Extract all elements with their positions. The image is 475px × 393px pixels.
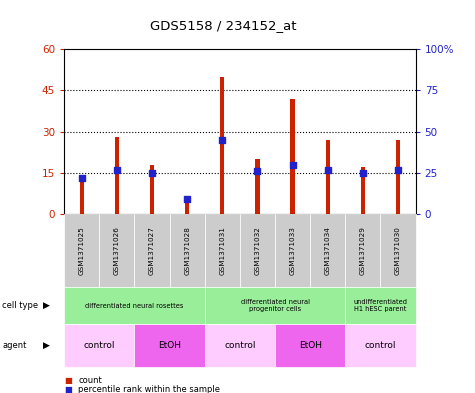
Bar <box>326 140 330 214</box>
Point <box>183 196 191 202</box>
Point <box>359 170 367 176</box>
Text: GSM1371033: GSM1371033 <box>290 226 295 275</box>
Text: undifferentiated
H1 hESC parent: undifferentiated H1 hESC parent <box>353 299 408 312</box>
Point <box>218 137 226 143</box>
Text: GDS5158 / 234152_at: GDS5158 / 234152_at <box>150 19 296 32</box>
Bar <box>150 165 154 214</box>
Text: percentile rank within the sample: percentile rank within the sample <box>78 385 220 393</box>
Point <box>289 162 296 168</box>
Text: ■: ■ <box>64 385 72 393</box>
Point <box>394 167 402 173</box>
Text: agent: agent <box>2 342 27 350</box>
Text: GSM1371028: GSM1371028 <box>184 226 190 275</box>
Text: GSM1371027: GSM1371027 <box>149 226 155 275</box>
Text: EtOH: EtOH <box>299 342 322 350</box>
Bar <box>185 203 189 214</box>
Text: EtOH: EtOH <box>158 342 181 350</box>
Text: GSM1371025: GSM1371025 <box>79 226 85 275</box>
Text: ▶: ▶ <box>43 301 50 310</box>
Text: GSM1371032: GSM1371032 <box>255 226 260 275</box>
Bar <box>80 181 84 214</box>
Bar <box>220 77 224 214</box>
Text: control: control <box>224 342 256 350</box>
Text: differentiated neural rosettes: differentiated neural rosettes <box>85 303 184 309</box>
Text: GSM1371026: GSM1371026 <box>114 226 120 275</box>
Text: ■: ■ <box>64 376 72 384</box>
Text: control: control <box>365 342 396 350</box>
Text: GSM1371029: GSM1371029 <box>360 226 366 275</box>
Text: count: count <box>78 376 102 384</box>
Text: cell type: cell type <box>2 301 38 310</box>
Text: control: control <box>84 342 115 350</box>
Point <box>254 168 261 174</box>
Text: differentiated neural
progenitor cells: differentiated neural progenitor cells <box>240 299 310 312</box>
Point <box>148 170 156 176</box>
Text: ▶: ▶ <box>43 342 50 350</box>
Bar <box>396 140 400 214</box>
Bar <box>115 137 119 214</box>
Text: GSM1371030: GSM1371030 <box>395 226 401 275</box>
Point <box>113 167 121 173</box>
Text: GSM1371031: GSM1371031 <box>219 226 225 275</box>
Bar <box>291 99 294 214</box>
Bar <box>361 167 365 214</box>
Bar <box>256 159 259 214</box>
Point <box>78 175 86 181</box>
Text: GSM1371034: GSM1371034 <box>325 226 331 275</box>
Point <box>324 167 332 173</box>
